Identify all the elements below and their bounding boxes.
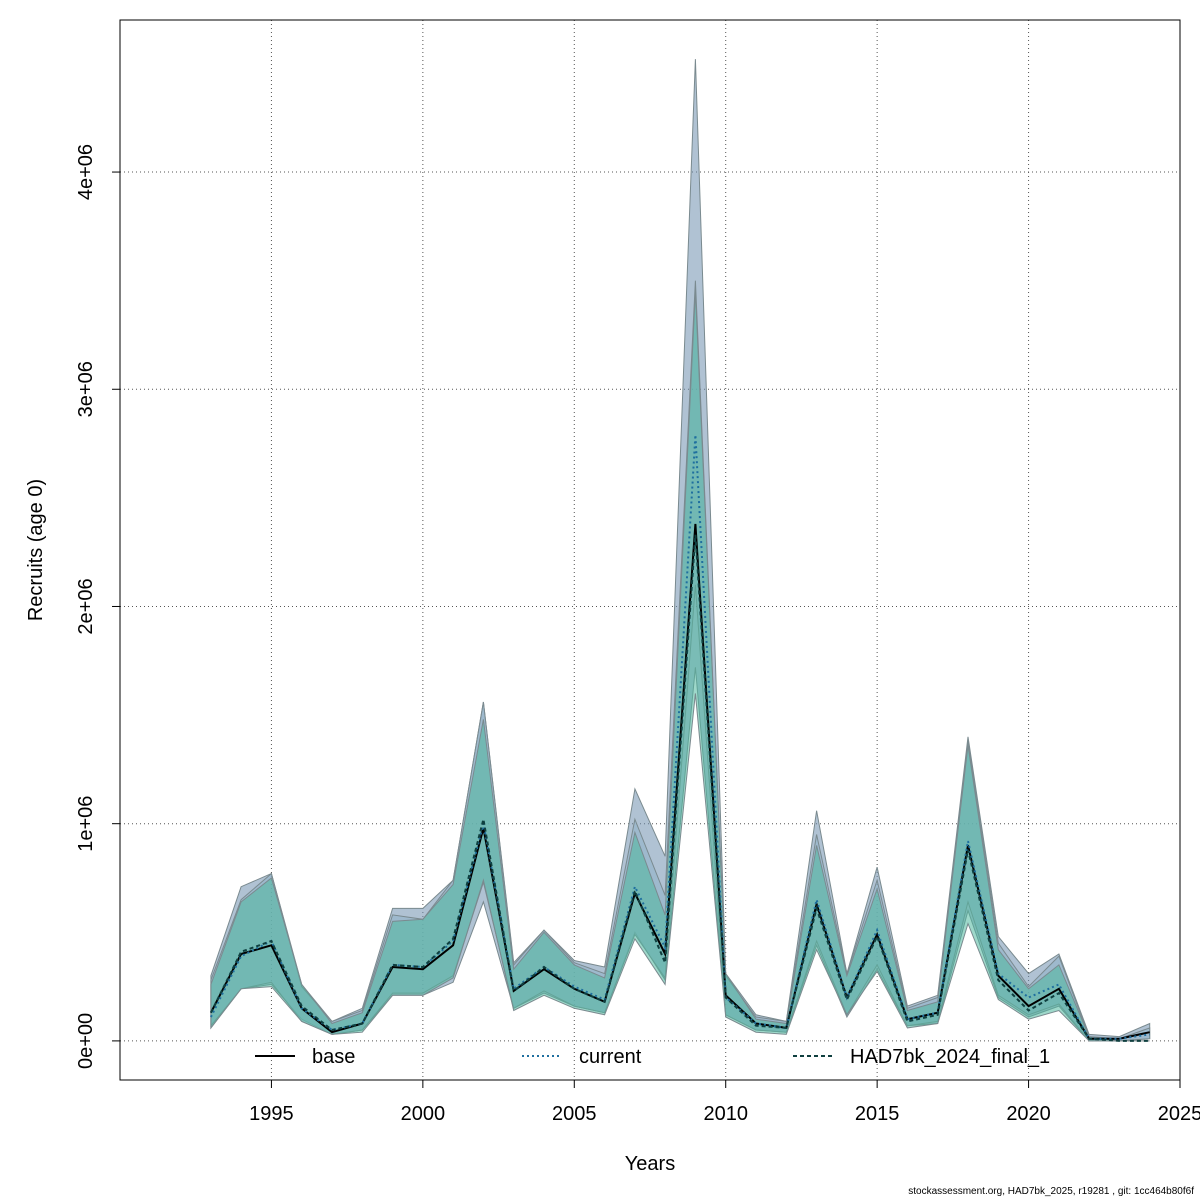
confidence-band bbox=[210, 59, 1151, 1042]
plot-frame bbox=[119, 19, 1181, 1081]
y-axis: 0e+00 1e+06 2e+06 3e+06 4e+06 bbox=[75, 144, 120, 1069]
series-line bbox=[210, 534, 1150, 1042]
x-tick-label: 1995 bbox=[249, 1103, 294, 1125]
x-tick-label: 2025 bbox=[1158, 1103, 1200, 1125]
x-axis: 1995 2000 2005 2010 2015 2020 2025 bbox=[249, 1080, 1200, 1125]
y-tick-label: 2e+06 bbox=[75, 578, 97, 634]
y-tick-label: 0e+00 bbox=[75, 1013, 97, 1069]
x-axis-title: Years bbox=[625, 1153, 675, 1175]
legend-label: HAD7bk_2024_final_1 bbox=[850, 1046, 1050, 1068]
x-tick-label: 2005 bbox=[552, 1103, 597, 1125]
legend: base current HAD7bk_2024_final_1 bbox=[255, 1046, 1050, 1068]
y-axis-title: Recruits (age 0) bbox=[25, 479, 47, 621]
confidence-band bbox=[210, 291, 1150, 1042]
series-lines bbox=[210, 434, 1150, 1042]
y-tick-label: 1e+06 bbox=[75, 796, 97, 852]
x-tick-label: 2000 bbox=[401, 1103, 446, 1125]
legend-label: base bbox=[312, 1046, 355, 1068]
x-tick-label: 2015 bbox=[855, 1103, 900, 1125]
x-tick-label: 2020 bbox=[1006, 1103, 1051, 1125]
series-line bbox=[210, 434, 1150, 1040]
footer-caption: stockassessment.org, HAD7bk_2025, r19281… bbox=[908, 1186, 1194, 1197]
y-tick-label: 3e+06 bbox=[75, 361, 97, 417]
legend-label: current bbox=[579, 1046, 642, 1068]
y-tick-label: 4e+06 bbox=[75, 144, 97, 200]
x-tick-label: 2010 bbox=[703, 1103, 748, 1125]
confidence-bands bbox=[210, 59, 1151, 1042]
